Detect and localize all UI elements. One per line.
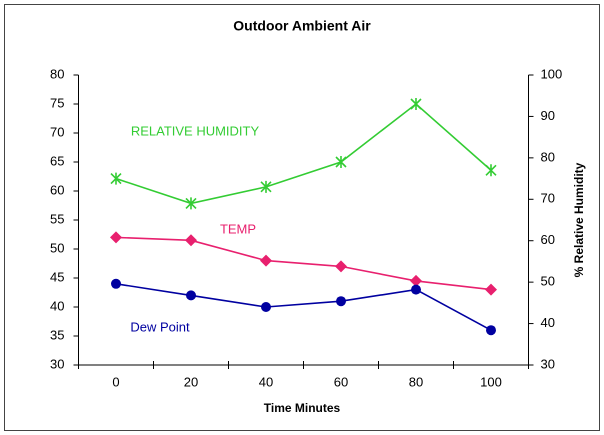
y-tick-label: 80 [50, 66, 64, 81]
series-line [115, 102, 492, 205]
x-tick-label: 20 [184, 374, 198, 389]
marker [261, 302, 271, 312]
y-tick-label: 40 [50, 298, 64, 313]
marker [110, 172, 122, 185]
y2-tick-label: 50 [541, 274, 555, 289]
x-axis-label: Time Minutes [264, 401, 341, 415]
x-tick-label: 0 [112, 374, 119, 389]
y-tick-label: 65 [50, 153, 64, 168]
y2-tick-label: 100 [541, 66, 563, 81]
y2-tick-label: 90 [541, 108, 555, 123]
marker [186, 290, 196, 301]
y-tick-label: 35 [50, 327, 64, 342]
marker [486, 325, 496, 336]
marker [336, 296, 346, 307]
marker [411, 284, 421, 295]
marker [110, 231, 122, 244]
marker [410, 274, 422, 287]
marker [185, 197, 197, 210]
y-tick-label: 30 [50, 356, 64, 371]
y-tick-label: 70 [50, 124, 64, 139]
marker [335, 260, 347, 273]
marker [410, 98, 422, 110]
chart-frame [4, 4, 600, 431]
marker [260, 254, 272, 267]
x-tick-label: 100 [480, 374, 502, 389]
x-tick-label: 40 [259, 374, 273, 389]
y2-tick-label: 30 [541, 356, 555, 371]
marker [111, 278, 121, 289]
x-tick-label: 80 [409, 374, 423, 389]
marker [185, 234, 197, 247]
y-tick-label: 55 [50, 211, 64, 226]
series-line [115, 236, 492, 291]
marker [260, 180, 272, 193]
y-tick-label: 75 [50, 95, 64, 110]
marker [485, 164, 497, 177]
chart-title: Outdoor Ambient Air [233, 18, 371, 34]
series-label: RELATIVE HUMIDITY [131, 123, 260, 138]
series-line [115, 283, 492, 331]
y-tick-label: 50 [50, 240, 64, 255]
marker [485, 283, 497, 296]
x-tick-label: 60 [334, 374, 348, 389]
y2-tick-label: 60 [541, 232, 555, 247]
y2-tick-label: 70 [541, 191, 555, 206]
y-tick-label: 60 [50, 182, 64, 197]
y2-axis-label: % Relative Humidity [572, 162, 586, 277]
y2-tick-label: 40 [541, 315, 555, 330]
series-label: TEMP [220, 221, 256, 236]
y-tick-label: 45 [50, 269, 64, 284]
y2-tick-label: 80 [541, 149, 555, 164]
series-label: Dew Point [130, 319, 190, 334]
marker [335, 156, 347, 168]
